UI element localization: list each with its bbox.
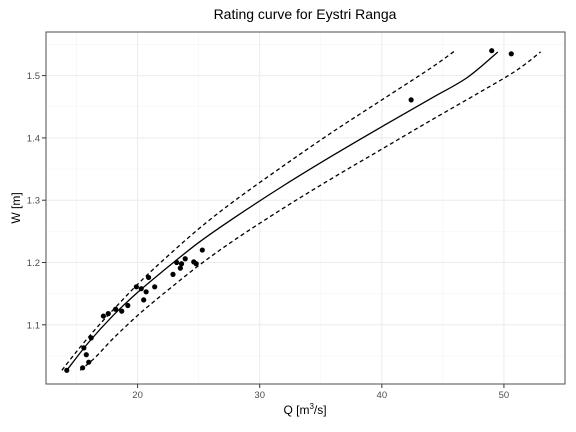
data-point [174, 260, 179, 265]
x-axis-title-prefix: Q [m [283, 403, 309, 417]
data-point [170, 272, 175, 277]
data-point [134, 284, 139, 289]
y-tick-label: 1.2 [27, 258, 40, 269]
x-tick-label: 30 [254, 390, 265, 401]
data-point [86, 360, 91, 365]
fitted-curve-line [67, 52, 498, 370]
data-point [80, 365, 85, 370]
data-point [84, 352, 89, 357]
data-point [141, 297, 146, 302]
data-point [509, 51, 514, 56]
data-point [194, 261, 199, 266]
data-point [178, 266, 183, 271]
y-tick-label: 1.4 [27, 133, 40, 144]
data-point [200, 247, 205, 252]
curve-lines [62, 51, 541, 371]
axes: 20 30 40 50 1.1 1.2 1.3 1.4 1.5 [27, 71, 509, 401]
data-point [64, 368, 69, 373]
y-tick-label: 1.5 [27, 71, 40, 82]
x-tick-label: 20 [132, 390, 143, 401]
y-tick-label: 1.3 [27, 196, 40, 207]
grid-lines [46, 32, 565, 384]
data-point [489, 48, 494, 53]
data-point [113, 307, 118, 312]
chart-title: Rating curve for Eystri Ranga [214, 6, 397, 22]
upper-bound-line [62, 51, 455, 371]
data-point [125, 303, 130, 308]
data-point [146, 275, 151, 280]
data-point [89, 335, 94, 340]
y-axis-title: W [m] [9, 192, 23, 223]
y-tick-label: 1.1 [27, 320, 40, 331]
data-point [152, 284, 157, 289]
x-tick-label: 40 [377, 390, 388, 401]
data-point [183, 256, 188, 261]
lower-bound-line [80, 52, 540, 370]
x-tick-label: 50 [499, 390, 510, 401]
data-point [119, 309, 124, 314]
x-axis-title-suffix: /s] [314, 403, 327, 417]
data-point [409, 97, 414, 102]
data-point [81, 345, 86, 350]
plot-panel-border [46, 32, 565, 384]
data-point [144, 289, 149, 294]
data-point [139, 286, 144, 291]
data-point [106, 311, 111, 316]
data-point [101, 313, 106, 318]
x-axis-title: Q [m3/s] [283, 402, 326, 417]
data-point [179, 261, 184, 266]
observation-points [64, 48, 514, 373]
